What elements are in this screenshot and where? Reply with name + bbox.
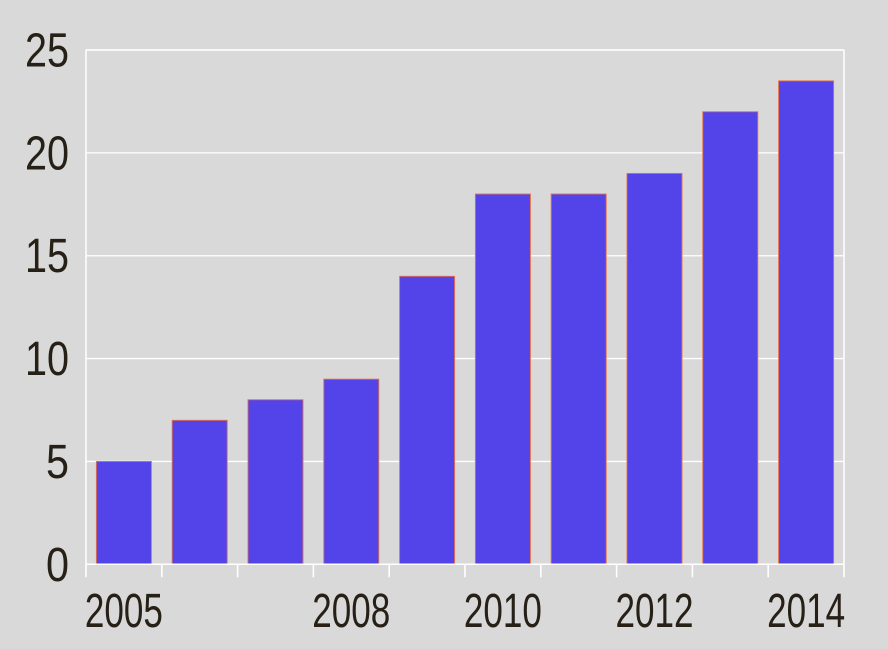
svg-text:2014: 2014 (767, 585, 845, 638)
svg-text:2012: 2012 (616, 585, 694, 638)
svg-text:2010: 2010 (464, 585, 542, 638)
svg-text:5: 5 (46, 436, 69, 489)
svg-text:2005: 2005 (85, 585, 163, 638)
svg-text:25: 25 (25, 25, 69, 78)
svg-text:0: 0 (46, 539, 69, 592)
svg-text:10: 10 (25, 333, 69, 386)
svg-text:15: 15 (25, 230, 69, 283)
svg-text:2008: 2008 (312, 585, 390, 638)
svg-text:20: 20 (25, 127, 69, 180)
